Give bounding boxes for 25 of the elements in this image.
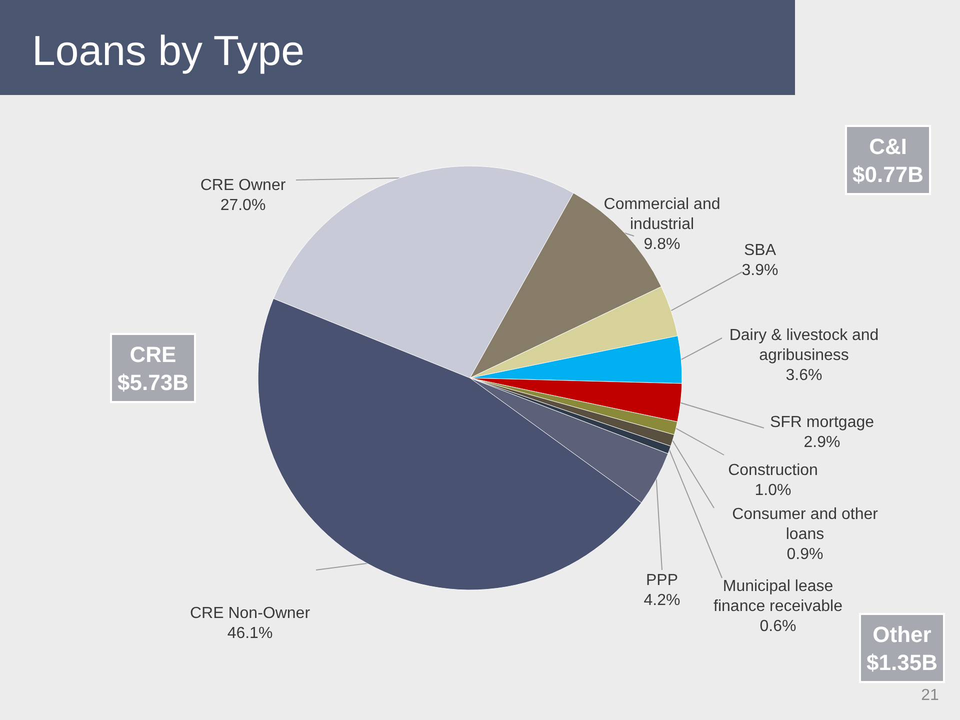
chart-title: Loans by Type bbox=[32, 27, 304, 74]
slice-label: SBA bbox=[744, 242, 776, 259]
data-label: 3.9% bbox=[742, 262, 778, 279]
data-label: 1.0% bbox=[754, 482, 792, 499]
data-label: 0.9% bbox=[786, 546, 824, 563]
data-label: 4.2% bbox=[644, 592, 680, 609]
data-label: 0.6% bbox=[760, 618, 796, 635]
data-label: 2.9% bbox=[804, 434, 840, 451]
slice-label: PPP bbox=[646, 572, 678, 589]
slice-label: Consumer and other loans bbox=[732, 506, 879, 543]
data-label: 27.0% bbox=[220, 197, 266, 214]
data-label: 3.6% bbox=[786, 367, 822, 384]
slice-label: CRE Owner bbox=[200, 177, 286, 194]
slice-label: SFR mortgage bbox=[770, 414, 874, 431]
slice-label: Dairy & livestock and agribusiness bbox=[729, 327, 879, 364]
slice-label: Commercial and industrial bbox=[604, 196, 720, 233]
slice-label: CRE Non-Owner bbox=[190, 605, 311, 622]
text: 21 bbox=[921, 687, 939, 704]
slice-label: Municipal lease finance receivable bbox=[714, 578, 843, 615]
text: C&I $0.77B bbox=[852, 134, 924, 187]
data-label: 9.8% bbox=[644, 236, 680, 253]
text: CRE $5.73B bbox=[118, 342, 188, 395]
slice-label: Construction bbox=[728, 462, 818, 479]
text: Other $1.35B bbox=[866, 622, 938, 675]
data-label: 46.1% bbox=[227, 625, 273, 642]
